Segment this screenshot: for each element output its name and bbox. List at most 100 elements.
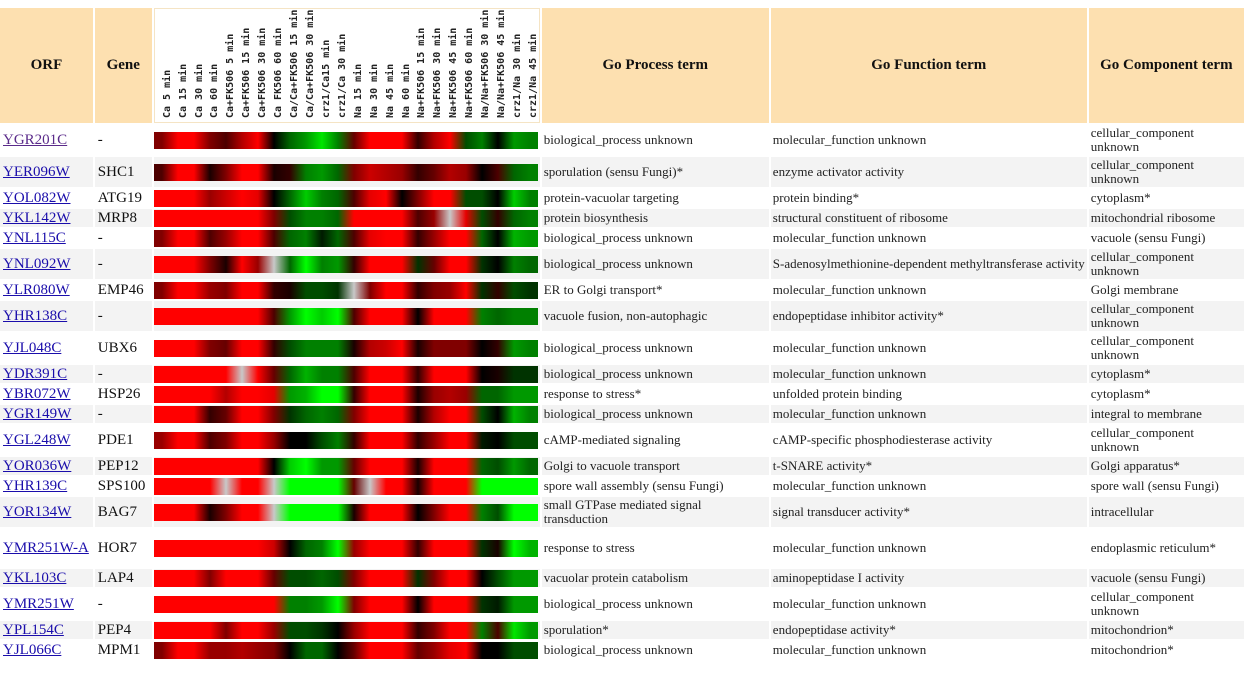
go-function-cell: signal transducer activity* [770,497,1087,527]
go-process-cell: spore wall assembly (sensu Fungi) [543,478,724,493]
condition-label: Ca 5 min [157,9,173,122]
go-process-cell: small GTPase mediated signal transductio… [541,497,769,527]
go-component-cell: mitochondrion* [1090,642,1174,657]
orf-link[interactable]: YJL048C [3,340,62,356]
orf-link[interactable]: YGL248W [3,432,71,448]
orf-cell: YHR138C [0,301,93,331]
gene-cell: - [94,249,152,279]
condition-label: Na 15 min [348,9,364,122]
orf-link[interactable]: YOR134W [3,504,72,520]
orf-link[interactable]: YDR391C [3,366,68,382]
go-process-cell: Golgi to vacuole transport [541,457,769,475]
go-function-cell: cAMP-specific phosphodiesterase activity [772,432,993,447]
orf-link[interactable]: YOL082W [3,190,71,206]
condition-label: Na+FK506 60 min [459,9,475,122]
orf-link[interactable]: YHR138C [3,308,68,324]
go-function-cell: enzyme activator activity [770,157,1087,187]
gene-header: Gene [94,8,152,123]
gene-cell: PDE1 [97,432,134,448]
orf-link[interactable]: YGR149W [3,406,72,422]
orf-link[interactable]: YHR139C [3,478,68,494]
go-function-cell: molecular_function unknown [772,540,927,555]
gene-cell: LAP4 [94,569,152,587]
orf-link[interactable]: YLR080W [3,282,70,298]
orf-cell: YJL066C [0,641,93,659]
go-component-cell: endoplasmic reticulum* [1090,540,1216,555]
orf-link[interactable]: YBR072W [3,386,71,402]
go-process-cell: biological_process unknown [541,249,769,279]
go-process-cell: response to stress [543,540,635,555]
table-body: YGR201C - biological_process unknown molecu… [0,125,1244,659]
orf-link[interactable]: YMR251W-A [3,540,89,556]
condition-label: Ca 15 min [173,9,189,122]
go-process-cell: sporulation* [541,621,769,639]
orf-link[interactable]: YMR251W [3,596,74,612]
go-component-cell: Golgi apparatus* [1088,457,1244,475]
go-component-cell: cytoplasm* [1090,190,1151,205]
go-function-cell: endopeptidase activity* [770,621,1087,639]
go-process-cell: biological_process unknown [543,340,693,355]
condition-label: crz1/Ca 30 min [332,9,348,122]
go-process-cell: vacuolar protein catabolism [541,569,769,587]
expression-bar [153,307,538,325]
condition-label-text: Na+FK506 60 min [464,27,476,118]
gene-cell: - [94,301,152,331]
go-function-cell: molecular_function unknown [772,596,927,611]
go-function-cell: molecular_function unknown [772,230,927,245]
condition-label: Ca 60 min [204,9,220,122]
condition-label-text: Na+FK506 30 min [432,27,444,118]
orf-link[interactable]: YNL092W [3,256,71,272]
process-header: Go Process term [541,8,769,123]
orf-link[interactable]: YKL103C [3,570,67,586]
expression-heatmap-cell [153,333,540,363]
orf-link[interactable]: YKL142W [3,210,71,226]
condition-label-text: Ca 30 min [193,63,205,118]
expression-bar [153,365,538,383]
orf-link[interactable]: YPL154C [3,622,64,638]
orf-cell: YOL082W [0,189,93,207]
condition-label-text: Ca 60 min [209,63,221,118]
orf-link[interactable]: YGR201C [3,132,68,148]
go-component-cell: cytoplasm* [1090,386,1151,401]
expression-heatmap-cell [153,425,540,455]
orf-cell: YPL154C [0,621,93,639]
orf-cell: YGL248W [0,425,93,455]
gene-cell: BAG7 [94,497,152,527]
go-function-cell: S-adenosylmethionine-dependent methyltra… [770,249,1087,279]
orf-cell: YLR080W [0,281,93,299]
condition-label-text: crz1/Ca 30 min [336,33,348,118]
table-row: YKL103C LAP4 vacuolar protein catabolism am… [0,569,1244,587]
gene-cell: ATG19 [97,190,142,206]
orf-link[interactable]: YJL066C [3,642,62,658]
go-component-cell: cellular_component unknown [1090,125,1194,154]
table-row: YHR138C - vacuole fusion, non-autophagic en… [0,301,1244,331]
go-process-cell: cAMP-mediated signaling [543,432,681,447]
condition-label: Na/Na+FK506 45 min [491,9,507,122]
go-function-cell: molecular_function unknown [770,405,1087,423]
go-process-cell: response to stress* [543,386,642,401]
gene-cell: MPM1 [97,642,141,658]
expression-heatmap-cell [153,229,540,247]
table-row: YOR134W BAG7 small GTPase mediated signal … [0,497,1244,527]
orf-link[interactable]: YER096W [3,164,70,180]
table-row: YMR251W - biological_process unknown molecu… [0,589,1244,619]
orf-cell: YGR201C [0,125,93,155]
condition-labels-header: Ca 5 min Ca 15 min Ca 30 min Ca 60 min Ca+FK… [153,8,540,123]
go-function-cell: endopeptidase inhibitor activity* [770,301,1087,331]
go-component-cell: mitochondrion* [1088,621,1244,639]
condition-label-text: Ca+FK506 30 min [257,27,269,118]
table-row: YMR251W-A HOR7 response to stress molecular… [0,529,1244,567]
condition-label-text: Na 60 min [400,63,412,118]
gene-cell: - [97,230,103,246]
go-component-cell: cellular_component unknown [1088,249,1244,279]
orf-link[interactable]: YNL115C [3,230,66,246]
expression-bar [153,229,538,247]
expression-bar [153,539,538,557]
expression-heatmap-cell [153,365,540,383]
table-row: YKL142W MRP8 protein biosynthesis structura… [0,209,1244,227]
expression-heatmap-cell [153,405,540,423]
condition-label-text: crz1/Na 30 min [512,33,523,118]
condition-label: Ca/Ca+FK506 15 min [284,9,300,122]
go-component-cell: mitochondrial ribosome [1088,209,1244,227]
orf-link[interactable]: YOR036W [3,458,72,474]
